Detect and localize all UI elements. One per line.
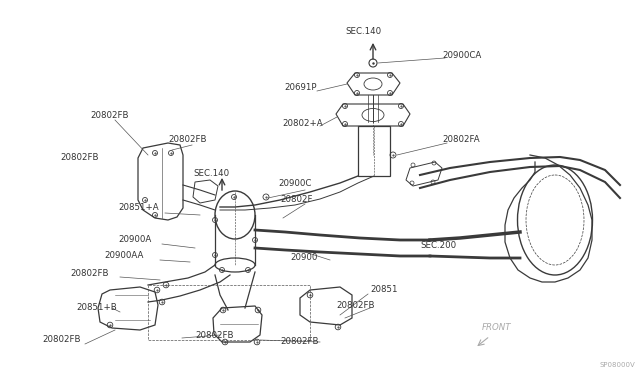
Text: 20802F: 20802F (280, 196, 312, 205)
Text: SEC.140: SEC.140 (345, 28, 381, 36)
Text: 20802FB: 20802FB (195, 330, 234, 340)
Text: 20802FA: 20802FA (442, 135, 479, 144)
Text: 20802FB: 20802FB (60, 154, 99, 163)
Text: 20900A: 20900A (118, 235, 151, 244)
Text: 20691P: 20691P (284, 83, 317, 93)
Text: 20900AA: 20900AA (104, 251, 143, 260)
Text: 20802FB: 20802FB (90, 110, 129, 119)
Text: 20900C: 20900C (278, 179, 312, 187)
Text: 20851+A: 20851+A (118, 203, 159, 212)
Text: SP08000V: SP08000V (599, 362, 635, 368)
Text: SEC.200: SEC.200 (420, 241, 456, 250)
Text: 20802FB: 20802FB (168, 135, 207, 144)
Text: 20802FB: 20802FB (42, 336, 81, 344)
Text: 20802FB: 20802FB (280, 337, 319, 346)
Text: FRONT: FRONT (482, 324, 511, 333)
Bar (358, 126, 390, 176)
Text: 20900: 20900 (290, 253, 317, 262)
Text: 20851: 20851 (370, 285, 397, 295)
Text: 20851+B: 20851+B (76, 304, 116, 312)
Text: 20802FB: 20802FB (70, 269, 109, 278)
Text: 20900CA: 20900CA (442, 51, 481, 60)
Text: SEC.140: SEC.140 (193, 169, 229, 177)
Text: 20802+A: 20802+A (282, 119, 323, 128)
Text: 20802FB: 20802FB (336, 301, 374, 310)
